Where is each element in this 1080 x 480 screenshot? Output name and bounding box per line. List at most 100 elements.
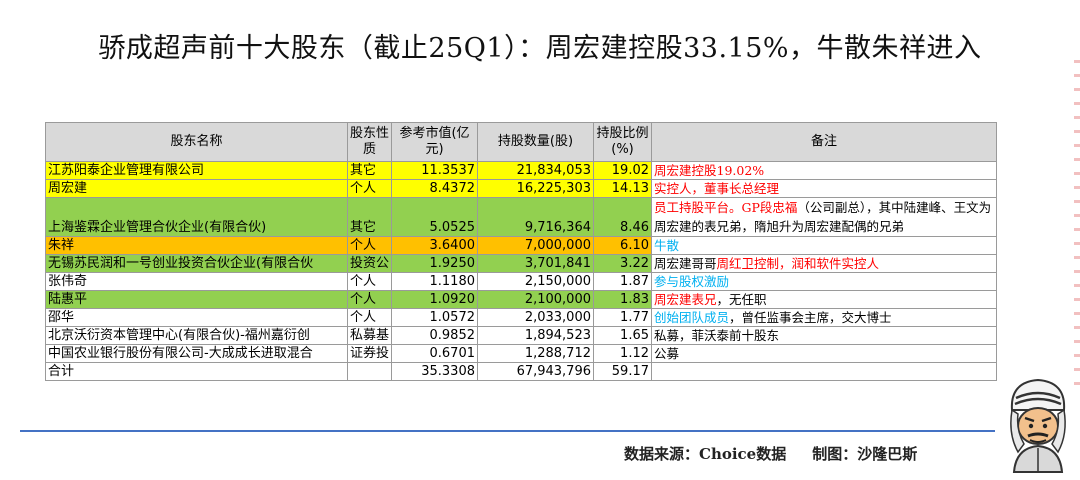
cell-shares: 1,894,523 [477,326,594,345]
cell-nature: 个人 [347,179,392,198]
chart-author: 制图：沙隆巴斯 [812,445,918,463]
cell-name: 上海鉴霖企业管理合伙企业(有限合伙) [45,197,348,237]
table-row: 无锡苏民润和一号创业投资合伙企业(有限合伙 投资公 1.9250 3,701,8… [45,254,997,273]
cell-nature: 私募基 [347,326,392,345]
cell-name: 周宏建 [45,179,348,198]
header-shares: 持股数量(股) [477,122,594,162]
table-row: 朱祥 个人 3.6400 7,000,000 6.10 牛散 [45,236,997,255]
decorative-edge [1074,60,1080,390]
cell-shares: 3,701,841 [477,254,594,273]
table-row: 上海鉴霖企业管理合伙企业(有限合伙) 其它 5.0525 9,716,364 8… [45,197,997,237]
cell-remark: 员工持股平台。GP段忠福（公司副总），其中陆建峰、王文为周宏建的表兄弟，隋旭升为… [651,197,997,237]
table-row: 陆惠平 个人 1.0920 2,100,000 1.83 周宏建表兄，无任职 [45,290,997,309]
cell-total-percent: 59.17 [593,362,652,381]
cell-market-value: 8.4372 [391,179,478,198]
cell-percent: 1.77 [593,308,652,327]
remark-highlight: 周宏建表兄 [654,291,717,307]
remark-text: 周宏建哥哥 [654,255,717,271]
cell-market-value: 5.0525 [391,197,478,237]
cell-name: 中国农业银行股份有限公司-大成成长进取混合 [45,344,348,363]
cell-nature [347,362,392,381]
cell-name: 邵华 [45,308,348,327]
shareholder-table: 股东名称 股东性质 参考市值(亿元) 持股数量(股) 持股比例(%) 备注 江苏… [45,122,997,381]
cell-nature: 投资公 [347,254,392,273]
cell-market-value: 1.1180 [391,272,478,291]
footer-credits: 数据来源：Choice数据 制图：沙隆巴斯 [624,443,917,464]
header-nature: 股东性质 [347,122,392,162]
remark-highlight: 周红卫控制，润和软件实控人 [716,255,880,271]
cell-market-value: 1.9250 [391,254,478,273]
cell-percent: 8.46 [593,197,652,237]
cell-nature: 个人 [347,308,392,327]
cell-total-shares: 67,943,796 [477,362,594,381]
cell-name: 江苏阳泰企业管理有限公司 [45,161,348,180]
cell-percent: 19.02 [593,161,652,180]
table-total-row: 合计 35.3308 67,943,796 59.17 [45,362,997,381]
cell-remark: 实控人，董事长总经理 [651,179,997,198]
cell-name: 陆惠平 [45,290,348,309]
remark-highlight: 创始团队成员 [654,309,730,325]
cell-total-market-value: 35.3308 [391,362,478,381]
cell-name: 北京沃衍资本管理中心(有限合伙)-福州嘉衍创 [45,326,348,345]
cell-shares: 2,150,000 [477,272,594,291]
cell-shares: 1,288,712 [477,344,594,363]
cell-remark: 周宏建控股19.02% [651,161,997,180]
mascot-icon [1010,378,1066,473]
remark-text: ，无任职 [716,291,767,307]
remark-highlight: 员工持股平台。GP段忠福 [654,200,798,215]
cell-market-value: 1.0920 [391,290,478,309]
cell-percent: 1.65 [593,326,652,345]
cell-remark: 创始团队成员，曾任监事会主席，交大博士 [651,308,997,327]
cell-market-value: 0.9852 [391,326,478,345]
cell-shares: 21,834,053 [477,161,594,180]
cell-nature: 证券投 [347,344,392,363]
cell-market-value: 3.6400 [391,236,478,255]
cell-name: 无锡苏民润和一号创业投资合伙企业(有限合伙 [45,254,348,273]
cell-total-label: 合计 [45,362,348,381]
cell-remark: 周宏建哥哥周红卫控制，润和软件实控人 [651,254,997,273]
cell-percent: 3.22 [593,254,652,273]
cell-nature: 个人 [347,290,392,309]
table-row: 中国农业银行股份有限公司-大成成长进取混合 证券投 0.6701 1,288,7… [45,344,997,363]
cell-name: 朱祥 [45,236,348,255]
footer-divider [20,430,995,432]
cell-remark [651,362,997,381]
cell-remark: 公募 [651,344,997,363]
cell-shares: 2,100,000 [477,290,594,309]
header-name: 股东名称 [45,122,348,162]
cell-nature: 个人 [347,236,392,255]
table-row: 江苏阳泰企业管理有限公司 其它 11.3537 21,834,053 19.02… [45,161,997,180]
cell-remark: 参与股权激励 [651,272,997,291]
remark-text: （公司副总），其中陆建峰、王文为周宏建的表兄弟，隋旭升为周宏建配偶的兄弟 [654,200,992,234]
cell-remark: 私募，菲沃泰前十股东 [651,326,997,345]
table-row: 北京沃衍资本管理中心(有限合伙)-福州嘉衍创 私募基 0.9852 1,894,… [45,326,997,345]
header-market-value: 参考市值(亿元) [391,122,478,162]
cell-market-value: 11.3537 [391,161,478,180]
header-percent: 持股比例(%) [593,122,652,162]
cell-percent: 14.13 [593,179,652,198]
data-source: 数据来源：Choice数据 [624,445,787,463]
remark-text: ，曾任监事会主席，交大博士 [729,309,892,325]
cell-percent: 1.83 [593,290,652,309]
cell-remark: 牛散 [651,236,997,255]
table-row: 周宏建 个人 8.4372 16,225,303 14.13 实控人，董事长总经… [45,179,997,198]
cell-nature: 个人 [347,272,392,291]
cell-nature: 其它 [347,197,392,237]
cell-percent: 6.10 [593,236,652,255]
cell-shares: 9,716,364 [477,197,594,237]
table-row: 邵华 个人 1.0572 2,033,000 1.77 创始团队成员，曾任监事会… [45,308,997,327]
cell-remark: 周宏建表兄，无任职 [651,290,997,309]
cell-shares: 16,225,303 [477,179,594,198]
cell-shares: 7,000,000 [477,236,594,255]
table-header-row: 股东名称 股东性质 参考市值(亿元) 持股数量(股) 持股比例(%) 备注 [45,122,997,162]
cell-name: 张伟奇 [45,272,348,291]
cell-market-value: 1.0572 [391,308,478,327]
cell-percent: 1.87 [593,272,652,291]
cell-shares: 2,033,000 [477,308,594,327]
page-title: 骄成超声前十大股东（截止25Q1）：周宏建控股33.15%，牛散朱祥进入 [98,33,982,64]
cell-nature: 其它 [347,161,392,180]
table-row: 张伟奇 个人 1.1180 2,150,000 1.87 参与股权激励 [45,272,997,291]
cell-percent: 1.12 [593,344,652,363]
header-remark: 备注 [651,122,997,162]
cell-market-value: 0.6701 [391,344,478,363]
